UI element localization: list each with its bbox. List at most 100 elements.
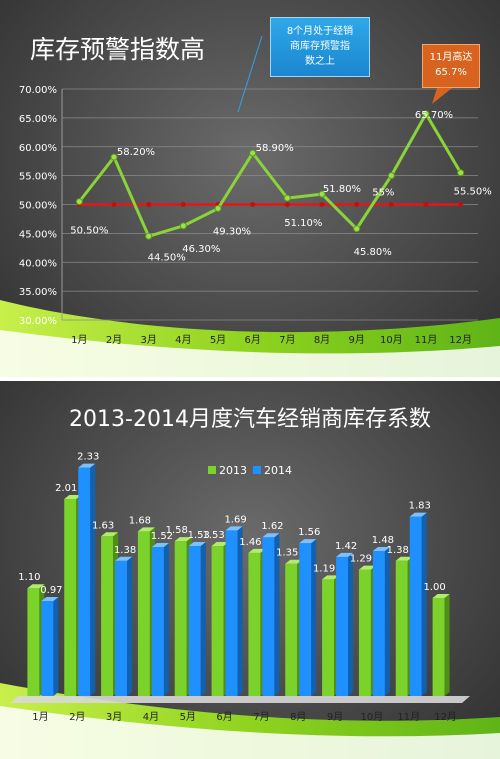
legend-item-2014: 2014 (253, 464, 292, 477)
y-tick-label: 30.00% (19, 316, 57, 327)
bar-front (248, 552, 261, 696)
bar-top (372, 546, 390, 551)
data-label: 49.30% (213, 227, 251, 238)
slide-inventory-warning: 30.00% 35.00% 40.00% 45.00% 50.00% 55.00% 60.0… (0, 0, 500, 377)
data-label-2013: 1.46 (239, 537, 261, 548)
bar-front (151, 547, 164, 696)
x-tick-label: 1月 (71, 334, 87, 346)
data-label-2014: 0.97 (40, 585, 62, 596)
bar-2014 (262, 533, 280, 696)
data-label-2014: 1.48 (372, 535, 394, 546)
index-point (422, 110, 430, 118)
index-point (179, 222, 187, 230)
data-label: 55% (372, 188, 394, 199)
highlight-callout: 11月高达 65.7% (422, 44, 480, 88)
index-point (110, 153, 118, 161)
threshold-point (354, 202, 360, 207)
chart-title: 库存预警指数高 (30, 35, 206, 64)
bar-side (237, 526, 243, 696)
x-tick-label: 12月 (449, 334, 472, 346)
data-label-2014: 1.38 (114, 545, 136, 556)
bar-top (248, 548, 266, 553)
decorative-swoosh-white (0, 706, 500, 759)
bar-2014 (115, 556, 133, 696)
highlight-pointer (432, 88, 452, 104)
x-tick-label: 8月 (314, 334, 330, 346)
bar-top (78, 463, 96, 468)
bar-front (409, 516, 422, 696)
chart-title: 2013-2014月度汽车经销商库存系数 (69, 407, 431, 432)
index-point (214, 205, 222, 213)
x-tick-label: 5月 (210, 334, 226, 346)
x-tick-label: 2月 (69, 711, 85, 723)
threshold-point (388, 202, 394, 207)
index-series-line (78, 112, 462, 238)
y-tick-label: 40.00% (19, 258, 57, 269)
legend-label-2013: 2013 (219, 463, 247, 477)
bar-2014 (41, 596, 59, 696)
slide-inventory-coefficient: 1.10 0.97 2.01 2.33 1.63 1.38 1.68 1.52 1.58 1.53… (0, 381, 500, 759)
y-tick-label: 60.00% (19, 143, 57, 154)
bar-2014 (299, 539, 317, 696)
line-chart: 30.00% 35.00% 40.00% 45.00% 50.00% 55.00% 60.0… (0, 35, 500, 377)
legend-swatch-2014 (253, 466, 261, 474)
index-point (283, 194, 291, 202)
bar-top (262, 533, 280, 538)
y-tick-label: 65.00% (19, 114, 57, 125)
bar-front (225, 530, 238, 696)
x-tick-label: 9月 (327, 711, 343, 723)
data-label-2013: 1.38 (387, 545, 409, 556)
bar-top (322, 575, 340, 580)
bar-side (163, 543, 169, 696)
bar-side (274, 533, 280, 696)
bar-front (115, 560, 128, 696)
data-label-2014: 1.62 (261, 521, 283, 532)
data-label: 65.70% (415, 110, 453, 121)
chart-floor (10, 696, 470, 703)
data-label: 46.30% (182, 244, 220, 255)
bar-front (78, 467, 91, 696)
data-label-2013: 1.63 (92, 520, 114, 531)
data-label-2014: 2.33 (77, 452, 99, 463)
annotation-callout: 8个月处于经销 商库存预警指 数之上 (270, 17, 370, 77)
data-label-2014: 1.52 (151, 531, 173, 542)
x-tick-label: 11月 (397, 711, 420, 723)
x-tick-label: 10月 (361, 711, 384, 723)
slide-separator (0, 377, 500, 381)
callout-pointer-line (237, 35, 263, 113)
threshold-point (458, 202, 464, 207)
index-point (353, 225, 361, 233)
x-tick-label: 5月 (180, 711, 196, 723)
bar-top (174, 537, 192, 542)
x-tick-label: 1月 (32, 711, 48, 723)
x-tick-label: 9月 (348, 334, 364, 346)
threshold-point (284, 202, 290, 207)
bar-front (372, 550, 385, 696)
bar-top (64, 495, 82, 500)
bar-top (101, 532, 119, 537)
x-tick-label: 2月 (106, 334, 122, 346)
data-label: 44.50% (148, 252, 186, 263)
index-point (387, 172, 395, 180)
x-tick-label: 7月 (253, 711, 269, 723)
bar-front (299, 543, 312, 696)
legend-item-2013: 2013 (208, 464, 247, 477)
legend-label-2014: 2014 (264, 463, 292, 477)
bar-top (188, 542, 206, 547)
bar-side (348, 552, 354, 696)
x-tick-label: 4月 (143, 711, 159, 723)
data-label: 50.50% (70, 226, 108, 237)
bar-side (421, 512, 427, 696)
data-label: 58.20% (117, 147, 155, 158)
data-label-2013: 1.00 (423, 582, 445, 593)
data-label: 51.80% (323, 184, 361, 195)
data-label-2013: 1.29 (350, 554, 372, 565)
bar-front (336, 556, 349, 696)
data-label-2013: 1.53 (202, 530, 224, 541)
bar-top (409, 512, 427, 517)
data-label-2013: 1.58 (166, 525, 188, 536)
data-label-2014: 1.83 (409, 501, 431, 512)
data-label-2013: 1.68 (129, 515, 151, 526)
bar-2014 (78, 463, 96, 696)
threshold-point (111, 202, 117, 207)
